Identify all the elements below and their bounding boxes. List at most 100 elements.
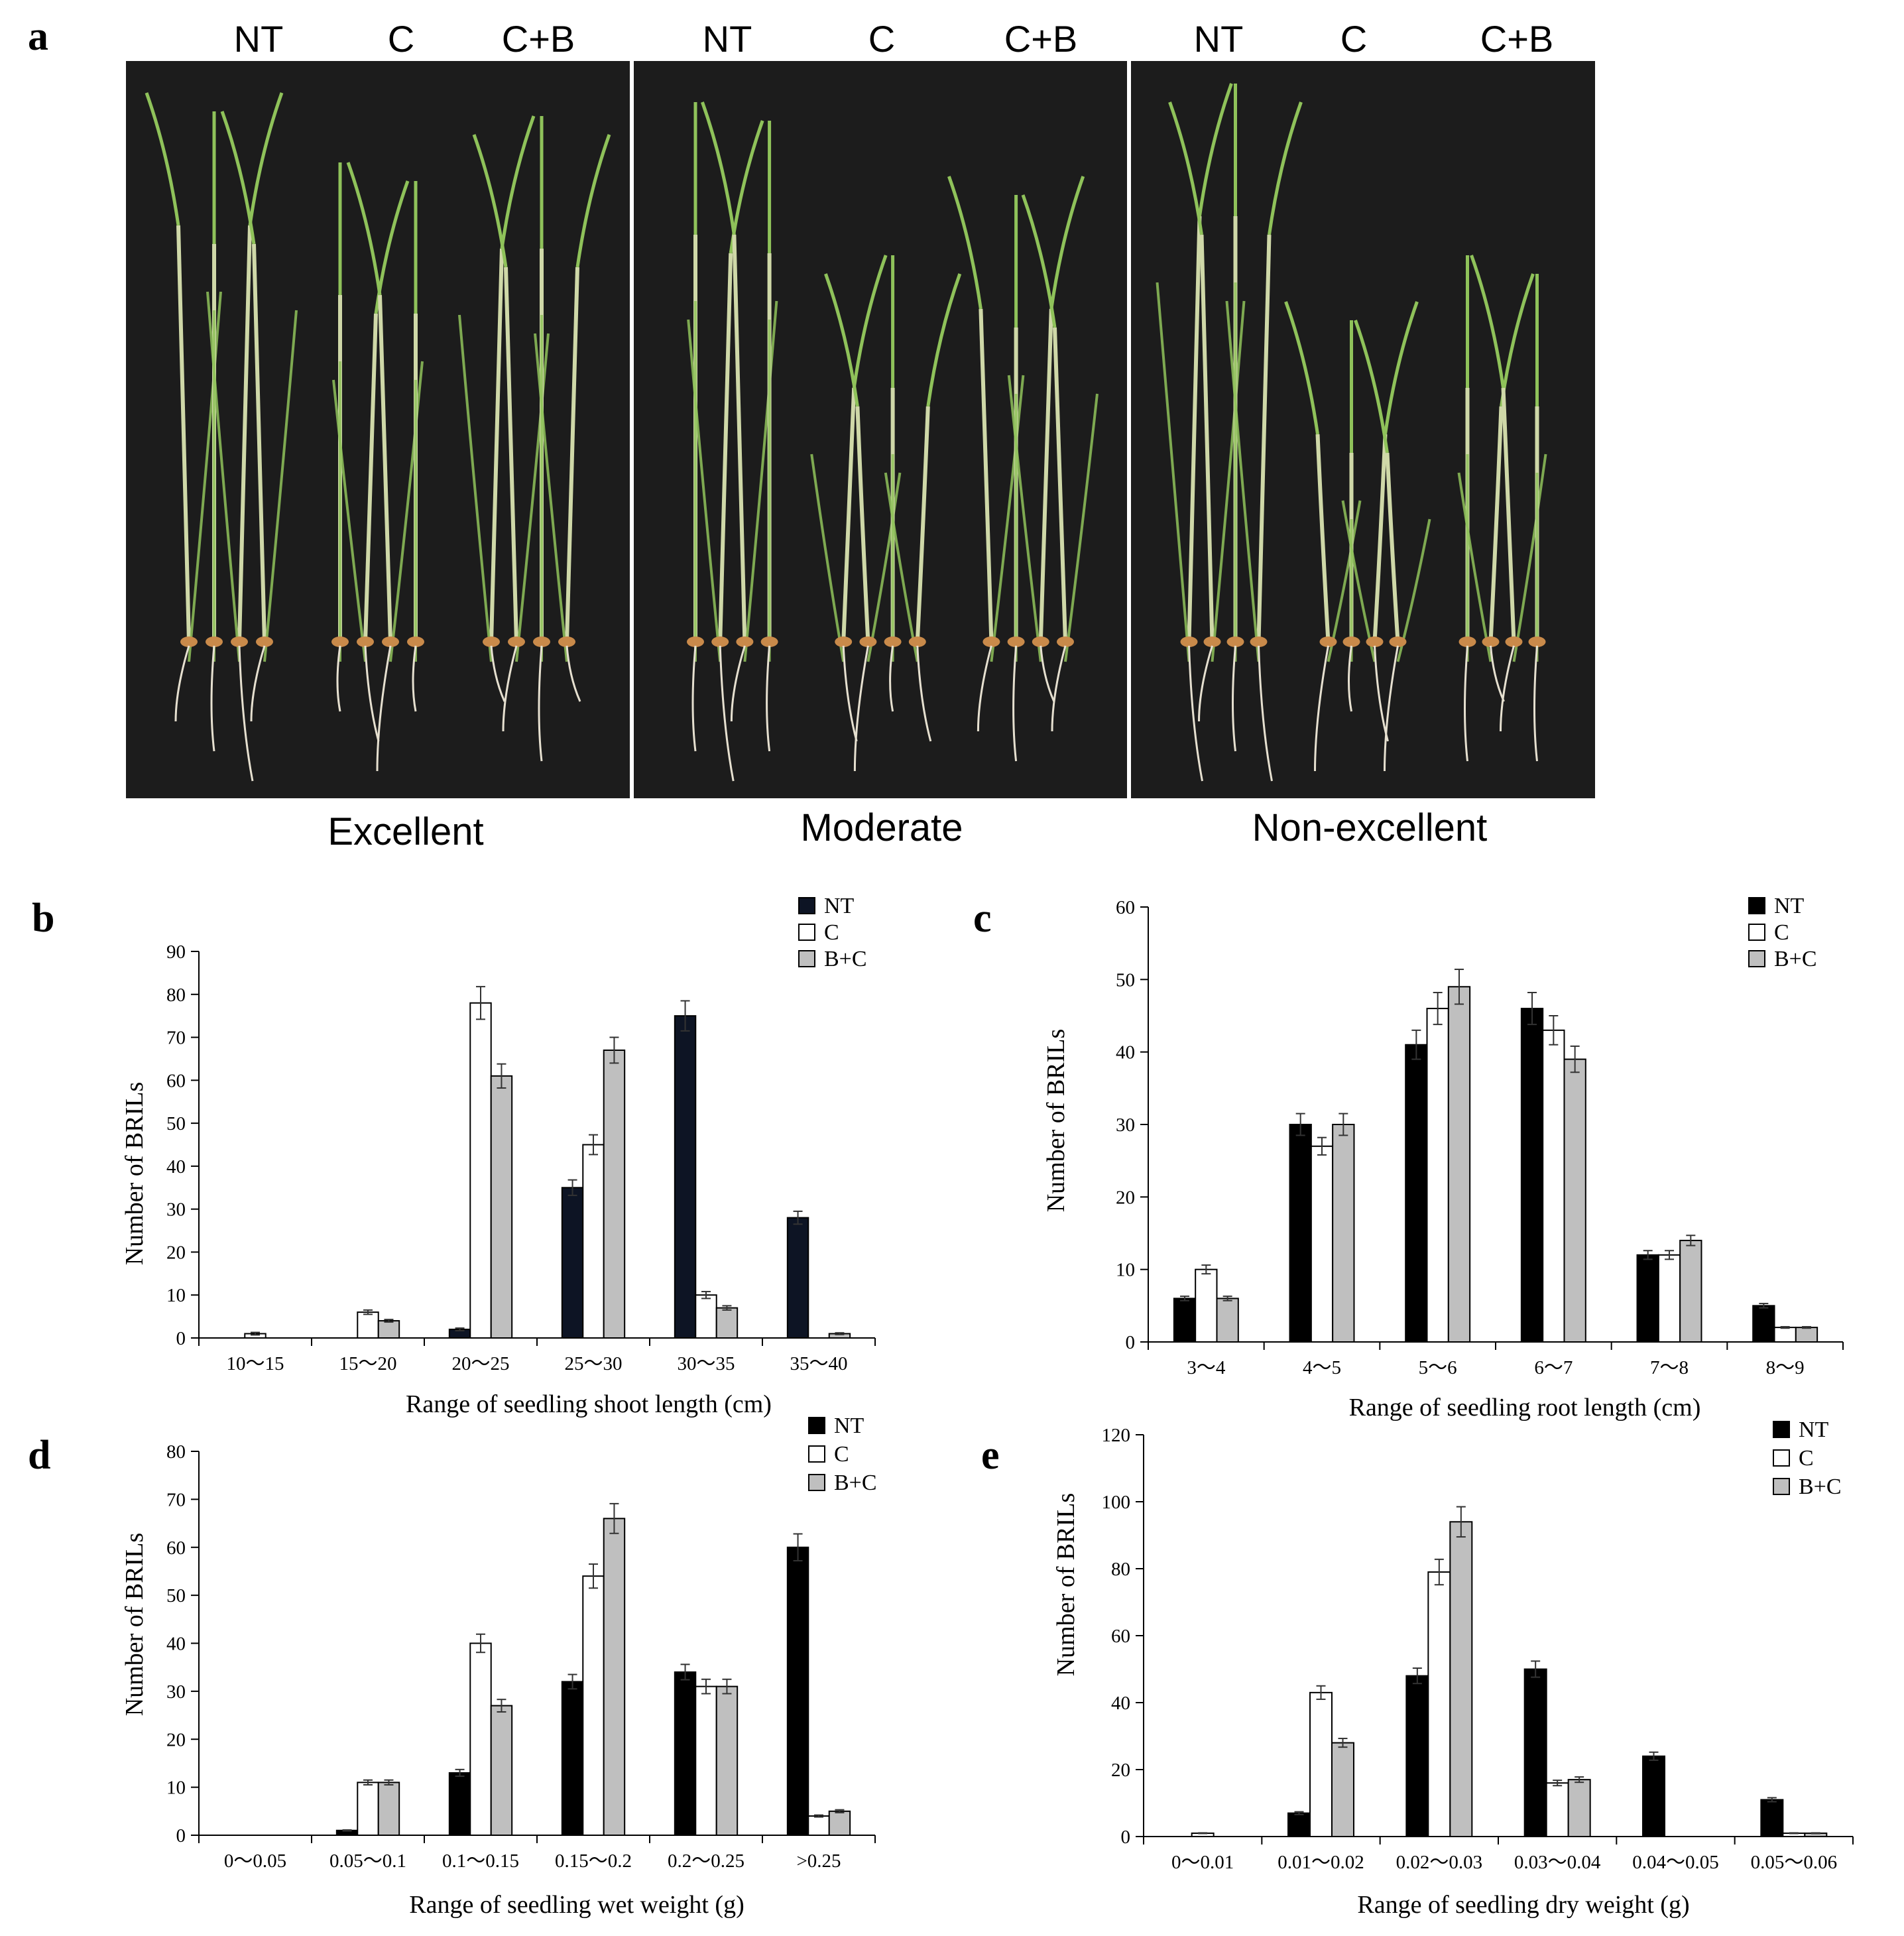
legend-swatch bbox=[1773, 1421, 1790, 1438]
seedling-root bbox=[502, 645, 518, 732]
seedling-leaf bbox=[346, 162, 382, 296]
bar bbox=[469, 1002, 492, 1339]
seedling-stem bbox=[1501, 387, 1516, 642]
seedling-leaf bbox=[515, 333, 550, 662]
seedling-leaf bbox=[389, 361, 424, 662]
seedling-leaf bbox=[248, 92, 284, 226]
seedling-root bbox=[916, 645, 932, 742]
bar bbox=[1523, 1668, 1547, 1837]
bar bbox=[561, 1681, 584, 1836]
y-tick-label: 70 bbox=[166, 1028, 186, 1049]
bar bbox=[1679, 1239, 1702, 1343]
seedling-root bbox=[1348, 645, 1352, 712]
y-tick-label: 80 bbox=[166, 985, 186, 1006]
seedling-leaf bbox=[534, 333, 568, 662]
y-tick-label: 20 bbox=[1111, 1760, 1130, 1781]
x-tick-label: 7～8 bbox=[1650, 1357, 1689, 1378]
bar bbox=[786, 1217, 809, 1339]
seedling-root bbox=[730, 645, 746, 722]
bar bbox=[357, 1782, 379, 1836]
treatment-label-cb: C+B bbox=[502, 18, 575, 60]
seedling-root bbox=[250, 645, 266, 722]
seed bbox=[357, 636, 374, 647]
legend-label: C bbox=[824, 920, 839, 945]
bar bbox=[603, 1049, 626, 1339]
seedling-leaf bbox=[990, 375, 1025, 662]
x-tick-label: 0～0.01 bbox=[1171, 1852, 1234, 1873]
seedling-root bbox=[1464, 645, 1468, 762]
seed bbox=[1458, 636, 1476, 647]
seedling-stem bbox=[1187, 215, 1202, 642]
y-tick-label: 10 bbox=[1116, 1260, 1135, 1281]
photo-moderate-background bbox=[634, 61, 1127, 798]
seedling-leaf bbox=[1211, 300, 1246, 662]
photo-excellent: NT C C+B Excellent bbox=[126, 18, 630, 853]
panel-c-letter: c bbox=[973, 896, 992, 941]
x-tick-label: 15～20 bbox=[339, 1353, 396, 1374]
y-tick-label: 40 bbox=[166, 1156, 186, 1178]
y-tick-label: 0 bbox=[176, 1825, 186, 1846]
seedling-leaf bbox=[500, 115, 536, 249]
seedling-root bbox=[210, 645, 215, 752]
bar bbox=[1216, 1298, 1239, 1343]
seedling-leaf bbox=[1225, 300, 1260, 662]
x-tick-label: 3～4 bbox=[1187, 1357, 1226, 1378]
legend-swatch bbox=[808, 1474, 825, 1491]
seed bbox=[982, 636, 1000, 647]
y-tick-label: 20 bbox=[1116, 1187, 1135, 1208]
seedling-leaf bbox=[206, 291, 241, 662]
seed bbox=[760, 636, 778, 647]
seed bbox=[711, 636, 729, 647]
legend-label: B+C bbox=[834, 1471, 877, 1495]
treatment-label-cb: C+B bbox=[1480, 18, 1554, 60]
x-tick-label: 0.04～0.05 bbox=[1632, 1852, 1719, 1873]
bar bbox=[490, 1705, 513, 1836]
legend-swatch bbox=[798, 924, 815, 941]
y-tick-label: 60 bbox=[166, 1538, 186, 1559]
bar bbox=[695, 1294, 717, 1339]
panel-a-letter: a bbox=[28, 14, 48, 59]
chart-b-ylabel: Number of BRILs bbox=[121, 1082, 149, 1266]
y-tick-label: 20 bbox=[166, 1729, 186, 1750]
seedling-stem bbox=[1372, 434, 1388, 642]
chart-e-legend: NT C B+C bbox=[1773, 1418, 1842, 1499]
chart-b-bars bbox=[244, 986, 851, 1339]
seed bbox=[1366, 636, 1384, 647]
seedlings bbox=[145, 83, 1547, 782]
seed bbox=[1226, 636, 1244, 647]
y-tick-label: 30 bbox=[166, 1199, 186, 1221]
seedling-root bbox=[364, 645, 380, 742]
seedling-root bbox=[538, 645, 543, 762]
seedling-leaf bbox=[1049, 176, 1085, 310]
bar bbox=[1426, 1008, 1449, 1343]
seedling-stem bbox=[176, 225, 191, 642]
seedling-leaf bbox=[220, 111, 256, 245]
chart-b-shoot-length: b 0 10 20 30 40 50 60 70 80 90 10～15 15～20 20～25 25～3… bbox=[32, 894, 876, 1418]
bar bbox=[1405, 1675, 1429, 1838]
seedling-root bbox=[1500, 645, 1515, 732]
x-tick-label: 5～6 bbox=[1419, 1357, 1457, 1378]
seedling-leaf bbox=[1354, 320, 1389, 454]
chart-c-xlabel: Range of seedling root length (cm) bbox=[1349, 1394, 1701, 1422]
y-tick-label: 50 bbox=[166, 1585, 186, 1606]
seedling-root bbox=[1490, 645, 1505, 702]
chart-c-root-length: c 0 10 20 30 40 50 60 3～4 4～5 5～6 6～7 7～8 8～9 NTCB+C… bbox=[973, 894, 1844, 1422]
bar bbox=[715, 1307, 739, 1339]
chart-c-ylabel: Number of BRILs bbox=[1042, 1029, 1070, 1213]
seedling-root bbox=[490, 645, 506, 702]
seed bbox=[231, 636, 248, 647]
y-tick-label: 40 bbox=[1116, 1042, 1135, 1063]
chart-d-ticks: 0 10 20 30 40 50 60 70 80 0～0.05 0.05～0.1 0.1～0.15 0… bbox=[166, 1441, 876, 1872]
seedling-leaf bbox=[458, 314, 493, 662]
seedling-root bbox=[853, 645, 869, 772]
chart-d-xlabel: Range of seedling wet weight (g) bbox=[409, 1891, 744, 1919]
y-tick-label: 50 bbox=[1116, 969, 1135, 991]
bar bbox=[1760, 1799, 1784, 1837]
y-tick-label: 60 bbox=[166, 1070, 186, 1091]
bar bbox=[1405, 1044, 1428, 1343]
y-tick-label: 40 bbox=[1111, 1693, 1130, 1714]
seedling-leaf bbox=[1007, 375, 1042, 662]
seedling-stem bbox=[1199, 234, 1215, 642]
x-tick-label: 35～40 bbox=[790, 1353, 847, 1374]
